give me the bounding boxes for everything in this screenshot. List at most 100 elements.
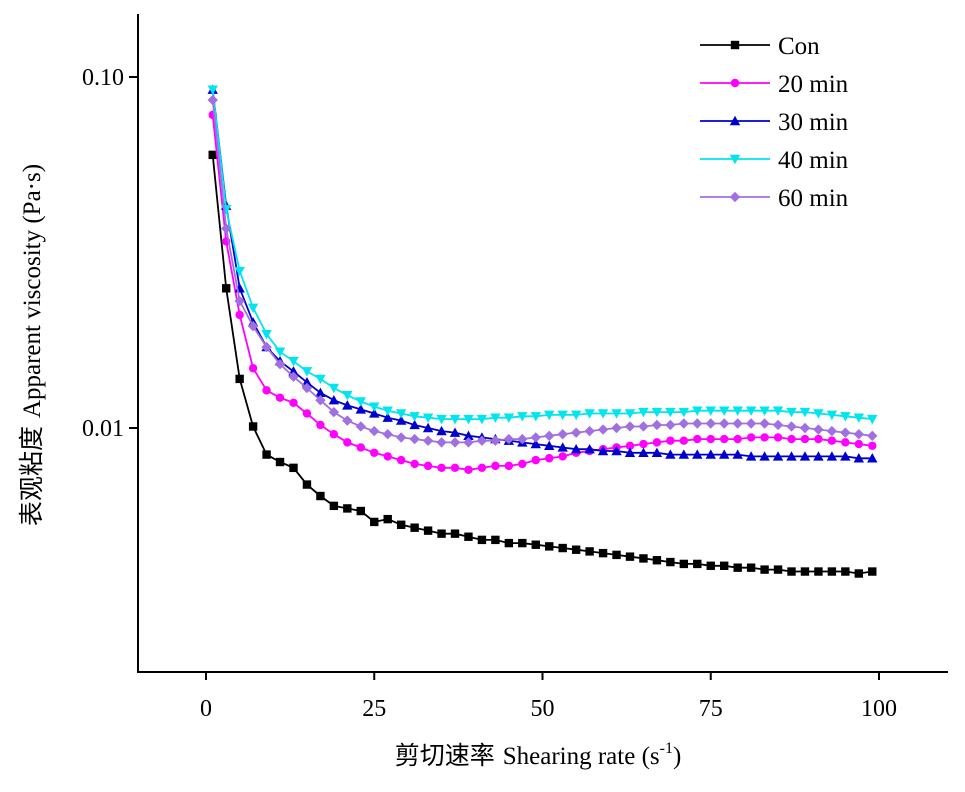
series-4 xyxy=(207,85,878,425)
data-point xyxy=(396,455,406,465)
data-point xyxy=(517,433,528,445)
data-point xyxy=(759,406,770,416)
data-point xyxy=(235,310,244,320)
data-point xyxy=(477,463,487,473)
data-point xyxy=(316,420,325,430)
data-point xyxy=(665,407,676,418)
y-axis-title-cn: 表观粘度 xyxy=(17,426,46,526)
data-point xyxy=(678,407,690,418)
data-point xyxy=(719,406,730,416)
data-point xyxy=(557,410,568,421)
data-point xyxy=(611,445,622,456)
data-point xyxy=(625,552,635,561)
legend-entry: 40 min xyxy=(700,147,849,174)
data-point xyxy=(651,419,663,431)
data-point xyxy=(221,284,231,293)
data-point xyxy=(557,442,568,452)
data-point xyxy=(545,542,554,551)
data-point xyxy=(464,532,473,541)
data-point xyxy=(760,565,769,574)
data-point xyxy=(503,433,515,445)
data-point xyxy=(733,434,742,444)
data-point xyxy=(531,455,540,465)
data-point xyxy=(814,567,823,576)
data-point xyxy=(570,444,582,454)
data-point xyxy=(826,410,838,421)
data-point xyxy=(437,463,446,473)
data-point xyxy=(530,432,541,443)
plot-area xyxy=(207,84,878,578)
data-point xyxy=(679,559,689,569)
data-point xyxy=(746,433,756,442)
data-point xyxy=(840,427,851,438)
data-point xyxy=(328,383,340,394)
data-point xyxy=(477,535,487,545)
data-point xyxy=(208,150,217,160)
data-point xyxy=(624,421,636,432)
data-point xyxy=(666,436,675,445)
data-point xyxy=(746,563,756,572)
data-point xyxy=(369,402,380,412)
data-point xyxy=(800,434,810,444)
data-point xyxy=(787,434,796,444)
data-point xyxy=(867,430,878,442)
x-tick-label: 0 xyxy=(200,696,212,722)
data-point xyxy=(301,382,313,394)
data-point xyxy=(867,414,878,425)
data-point xyxy=(773,565,783,574)
data-point xyxy=(235,374,244,384)
data-point xyxy=(772,419,784,431)
data-point xyxy=(490,435,501,446)
y-axis-title: 表观粘度 Apparent viscosity (Pa·s) xyxy=(17,164,46,526)
series-line xyxy=(211,89,873,421)
data-point xyxy=(732,449,743,459)
legend-label: 30 min xyxy=(778,109,849,136)
data-point xyxy=(773,433,783,442)
data-point xyxy=(692,449,703,459)
data-point xyxy=(800,567,810,576)
x-tick-label: 75 xyxy=(699,696,723,722)
data-point xyxy=(760,433,769,442)
data-point xyxy=(853,413,865,423)
data-point xyxy=(328,406,340,418)
data-point xyxy=(275,457,285,467)
data-point xyxy=(369,425,380,437)
data-point xyxy=(759,451,770,461)
data-point xyxy=(395,432,407,443)
data-point xyxy=(248,422,258,431)
data-point xyxy=(288,356,299,367)
data-point xyxy=(584,425,595,437)
legend: Con 20 min 30 min 40 min 60 min xyxy=(700,33,849,212)
data-point xyxy=(315,395,326,406)
legend-entry: Con xyxy=(700,33,820,60)
data-point xyxy=(651,447,663,457)
x-axis-title-close: ) xyxy=(673,743,681,770)
data-point xyxy=(799,451,811,461)
data-point xyxy=(274,358,286,370)
data-point xyxy=(302,409,312,418)
data-point xyxy=(558,452,567,461)
data-point xyxy=(638,447,649,457)
data-point xyxy=(706,561,715,570)
data-point xyxy=(450,529,460,538)
legend-marker xyxy=(730,78,740,88)
data-point xyxy=(745,418,757,429)
data-point xyxy=(612,550,621,560)
data-point xyxy=(571,545,581,554)
data-point xyxy=(247,303,259,314)
data-point xyxy=(530,412,541,422)
data-point xyxy=(584,409,595,419)
data-point xyxy=(382,406,393,416)
data-point xyxy=(504,461,514,471)
data-point xyxy=(450,463,460,473)
data-point xyxy=(302,480,312,489)
data-point xyxy=(342,391,353,401)
data-point xyxy=(518,459,527,469)
data-point xyxy=(410,459,419,469)
x-axis-title-cn: 剪切速率 xyxy=(395,741,495,770)
legend-label: Con xyxy=(778,33,820,60)
data-point xyxy=(584,444,595,454)
x-axis-title-en: Shearing rate (s xyxy=(503,743,660,770)
data-point xyxy=(356,443,365,452)
